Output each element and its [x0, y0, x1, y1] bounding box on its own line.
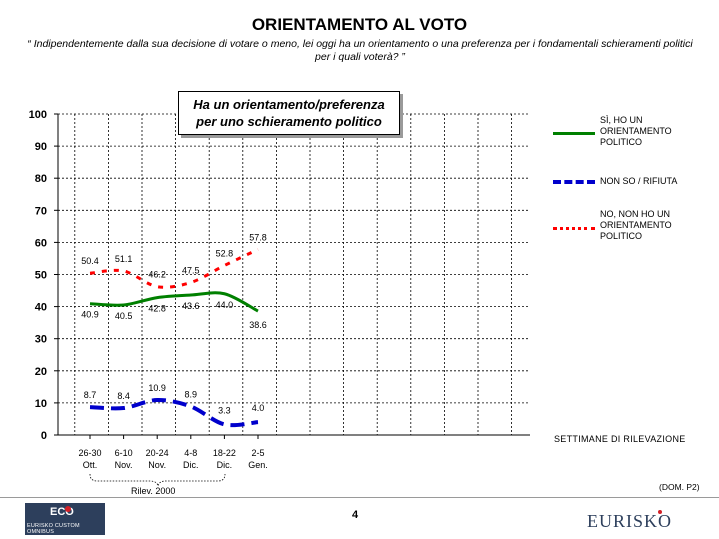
x-tick-label: Dic.	[183, 460, 199, 470]
data-label: 47.5	[182, 266, 200, 276]
data-label: 51.1	[115, 254, 133, 264]
x-tick-label: Dic.	[217, 460, 233, 470]
page-number: 4	[352, 509, 359, 521]
period-label: Rilev. 2000	[131, 486, 176, 496]
data-label: 57.8	[249, 232, 267, 242]
page-title: ORIENTAMENTO AL VOTO	[251, 15, 468, 34]
x-tick-label: Nov.	[115, 460, 133, 470]
x-tick-label: 20-24	[146, 448, 169, 458]
eco-logo-dot-icon	[65, 506, 71, 512]
y-tick-label: 80	[35, 173, 47, 185]
y-tick-label: 90	[35, 141, 47, 153]
chart-axes: 0 10 20 30 40 50 60 70 80 90 100	[29, 109, 530, 442]
eurisko-logo: EURISKO	[587, 511, 673, 531]
x-tick-label: 6-10	[115, 448, 133, 458]
legend-label-dontknow: NON SO / RIFIUTA	[600, 176, 678, 186]
x-tick-label: 18-22	[213, 448, 236, 458]
y-tick-label: 50	[35, 270, 47, 282]
data-label: 4.0	[252, 403, 265, 413]
y-tick-label: 10	[35, 398, 47, 410]
question-code: (DOM. P2)	[659, 482, 700, 492]
y-tick-label: 100	[29, 109, 47, 121]
legend-label-yes: SÌ, HO UN ORIENTAMENTO POLITICO	[600, 115, 672, 147]
page-subtitle: “ Indipendentemente dalla sua decisione …	[27, 38, 693, 63]
y-tick-label: 0	[41, 430, 47, 442]
chart-grid	[58, 113, 530, 435]
data-label: 8.7	[84, 390, 97, 400]
footer-divider	[0, 497, 719, 498]
series-line	[89, 398, 259, 428]
chart-data-labels: 40.9 40.5 42.8 43.6 44.0 38.6 8.7 8.4 10.9 8.9 3.3…	[81, 232, 267, 415]
data-label: 10.9	[148, 383, 166, 393]
eco-logo-text: EURISKO CUSTOM OMNIBUS	[27, 523, 80, 535]
eco-logo: ECO EURISKO CUSTOM OMNIBUS	[25, 503, 105, 535]
period-bracket	[89, 473, 226, 487]
legend-label-no: NO, NON HO UN ORIENTAMENTO POLITICO	[600, 209, 672, 241]
y-tick-label: 30	[35, 334, 47, 346]
legend-swatch-dontknow	[553, 180, 595, 184]
data-label: 3.3	[218, 405, 231, 415]
legend-swatch-no	[553, 227, 595, 230]
y-tick-label: 40	[35, 302, 47, 314]
data-label: 8.9	[185, 389, 198, 399]
data-label: 46.2	[148, 270, 166, 280]
callout-line-1: Ha un orientamento/preferenza	[193, 97, 385, 112]
data-label: 43.6	[182, 301, 200, 311]
eurisko-logo-dot-icon	[658, 510, 662, 514]
y-tick-label: 70	[35, 205, 47, 217]
callout-box: Ha un orientamento/preferenza per uno sc…	[178, 91, 400, 135]
data-label: 40.9	[81, 310, 99, 320]
chart-series	[89, 248, 259, 428]
data-label: 44.0	[216, 300, 234, 310]
data-label: 38.6	[249, 320, 267, 330]
x-tick-label: 4-8	[184, 448, 197, 458]
data-label: 50.4	[81, 256, 99, 266]
chart-x-tick-labels: 26-30 Ott. 6-10 Nov. 20-24 Nov. 4-8 Dic. 18-22 Di…	[78, 448, 267, 470]
callout-line-2: per uno schieramento politico	[196, 114, 382, 129]
series-line	[89, 248, 259, 289]
data-label: 42.8	[148, 304, 166, 314]
y-tick-label: 20	[35, 366, 47, 378]
y-tick-label: 60	[35, 237, 47, 249]
x-tick-label: Ott.	[83, 460, 98, 470]
x-tick-label: Nov.	[148, 460, 166, 470]
x-tick-label: 2-5	[251, 448, 264, 458]
data-label: 40.5	[115, 311, 133, 321]
x-tick-label: 26-30	[78, 448, 101, 458]
x-axis-caption: SETTIMANE DI RILEVAZIONE	[554, 434, 686, 444]
x-tick-label: Gen.	[248, 460, 268, 470]
legend-swatch-yes	[553, 132, 595, 135]
data-label: 8.4	[117, 391, 130, 401]
data-label: 52.8	[216, 249, 234, 259]
series-line	[89, 291, 259, 313]
